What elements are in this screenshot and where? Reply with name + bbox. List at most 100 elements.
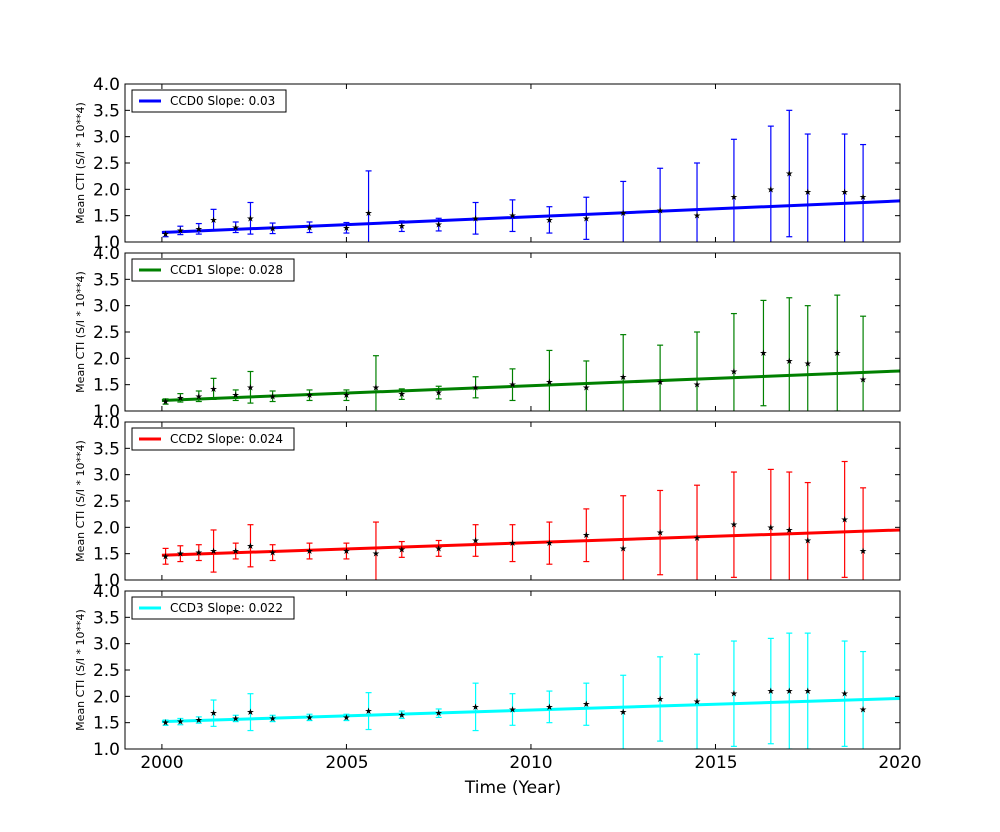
data-point: ★ bbox=[162, 230, 170, 240]
x-tick-label: 2000 bbox=[140, 753, 183, 773]
data-point: ★ bbox=[841, 188, 849, 198]
y-tick-label: 4.0 bbox=[93, 413, 120, 433]
data-point: ★ bbox=[508, 539, 516, 549]
fit-line bbox=[161, 199, 900, 235]
y-axis-label: Mean CTI (S/I * 10**4) bbox=[74, 271, 87, 393]
data-point: ★ bbox=[372, 550, 380, 560]
data-point: ★ bbox=[767, 185, 775, 195]
y-tick-label: 2.0 bbox=[93, 687, 120, 707]
y-tick-label: 1.0 bbox=[93, 233, 120, 253]
data-point: ★ bbox=[195, 225, 203, 235]
data-point: ★ bbox=[767, 687, 775, 697]
data-point: ★ bbox=[472, 703, 480, 713]
legend-label: CCD0 Slope: 0.03 bbox=[170, 94, 275, 108]
data-point: ★ bbox=[859, 193, 867, 203]
data-point: ★ bbox=[841, 515, 849, 525]
legend-label: CCD3 Slope: 0.022 bbox=[170, 601, 283, 615]
data-point: ★ bbox=[759, 349, 767, 359]
data-point: ★ bbox=[435, 709, 443, 719]
y-tick-label: 3.5 bbox=[93, 608, 120, 628]
data-point: ★ bbox=[859, 375, 867, 385]
data-point: ★ bbox=[305, 391, 313, 401]
data-point: ★ bbox=[472, 537, 480, 547]
legend-box bbox=[131, 596, 295, 620]
y-tick-label: 1.5 bbox=[93, 376, 120, 396]
data-point: ★ bbox=[785, 526, 793, 536]
data-point: ★ bbox=[656, 206, 664, 216]
data-point: ★ bbox=[656, 378, 664, 388]
legend: CCD2 Slope: 0.024 bbox=[131, 427, 295, 451]
data-point: ★ bbox=[656, 529, 664, 539]
data-point: ★ bbox=[508, 381, 516, 391]
y-tick-label: 3.0 bbox=[93, 297, 120, 317]
fit-line bbox=[161, 696, 900, 724]
data-point: ★ bbox=[210, 709, 218, 719]
data-point: ★ bbox=[269, 714, 277, 724]
data-point: ★ bbox=[232, 391, 240, 401]
y-tick-label: 1.0 bbox=[93, 571, 120, 591]
data-point: ★ bbox=[582, 531, 590, 541]
data-point: ★ bbox=[582, 214, 590, 224]
data-point: ★ bbox=[693, 381, 701, 391]
data-point: ★ bbox=[246, 383, 254, 393]
data-point: ★ bbox=[365, 209, 373, 219]
data-point: ★ bbox=[582, 383, 590, 393]
data-point: ★ bbox=[841, 690, 849, 700]
data-point: ★ bbox=[195, 716, 203, 726]
y-tick-label: 2.5 bbox=[93, 661, 120, 681]
data-point: ★ bbox=[804, 537, 812, 547]
data-point: ★ bbox=[508, 212, 516, 222]
data-point: ★ bbox=[195, 549, 203, 559]
data-point: ★ bbox=[435, 389, 443, 399]
y-axis-label: Mean CTI (S/I * 10**4) bbox=[74, 440, 87, 562]
data-point: ★ bbox=[342, 224, 350, 234]
data-point: ★ bbox=[210, 216, 218, 226]
y-tick-label: 2.0 bbox=[93, 349, 120, 369]
y-tick-label: 3.5 bbox=[93, 101, 120, 121]
data-point: ★ bbox=[305, 713, 313, 723]
data-point: ★ bbox=[472, 383, 480, 393]
data-point: ★ bbox=[365, 707, 373, 717]
data-point: ★ bbox=[232, 223, 240, 233]
data-point: ★ bbox=[162, 398, 170, 408]
panel-ccd1: ★ ★ ★ ★ ★ ★ ★ ★ ★ ★ ★ ★ ★ ★ ★ ★ ★ ★ ★ ★ ★ ★ ★ ★ ★ 1.0 1.5 2.0 2.5 3.0… bbox=[74, 244, 901, 422]
data-point: ★ bbox=[162, 552, 170, 562]
legend: CCD1 Slope: 0.028 bbox=[131, 258, 295, 282]
data-point: ★ bbox=[785, 170, 793, 180]
y-tick-label: 1.5 bbox=[93, 545, 120, 565]
data-point: ★ bbox=[804, 687, 812, 697]
y-tick-label: 1.0 bbox=[93, 740, 120, 760]
data-point: ★ bbox=[342, 391, 350, 401]
data-point: ★ bbox=[398, 711, 406, 721]
data-point: ★ bbox=[435, 544, 443, 554]
data-point: ★ bbox=[833, 349, 841, 359]
y-tick-label: 4.0 bbox=[93, 582, 120, 602]
legend: CCD3 Slope: 0.022 bbox=[131, 596, 295, 620]
data-point: ★ bbox=[619, 373, 627, 383]
legend-box bbox=[131, 89, 287, 113]
data-point: ★ bbox=[398, 390, 406, 400]
y-axis-label: Mean CTI (S/I * 10**4) bbox=[74, 609, 87, 731]
y-tick-label: 2.5 bbox=[93, 492, 120, 512]
y-tick-label: 2.0 bbox=[93, 518, 120, 538]
data-point: ★ bbox=[398, 545, 406, 555]
y-tick-label: 4.0 bbox=[93, 244, 120, 264]
data-point: ★ bbox=[730, 521, 738, 531]
data-point: ★ bbox=[730, 368, 738, 378]
data-point: ★ bbox=[804, 360, 812, 370]
data-point: ★ bbox=[246, 214, 254, 224]
plot-area: ★ ★ ★ ★ ★ ★ ★ ★ ★ ★ ★ ★ ★ ★ ★ ★ ★ ★ ★ ★ ★ ★ ★ ★ ★ bbox=[161, 632, 900, 749]
data-point: ★ bbox=[859, 547, 867, 557]
data-point: ★ bbox=[246, 708, 254, 718]
data-point: ★ bbox=[342, 547, 350, 557]
data-point: ★ bbox=[162, 719, 170, 729]
y-tick-label: 3.5 bbox=[93, 439, 120, 459]
y-tick-label: 3.0 bbox=[93, 466, 120, 486]
data-point: ★ bbox=[232, 714, 240, 724]
plot-area: ★ ★ ★ ★ ★ ★ ★ ★ ★ ★ ★ ★ ★ ★ ★ ★ ★ ★ ★ ★ ★ ★ ★ ★ ★ bbox=[161, 109, 900, 242]
legend: CCD0 Slope: 0.03 bbox=[131, 89, 287, 113]
legend-label: CCD2 Slope: 0.024 bbox=[170, 432, 283, 446]
legend-box bbox=[131, 427, 295, 451]
x-tick-label: 2005 bbox=[325, 753, 368, 773]
fit-line bbox=[161, 528, 900, 557]
